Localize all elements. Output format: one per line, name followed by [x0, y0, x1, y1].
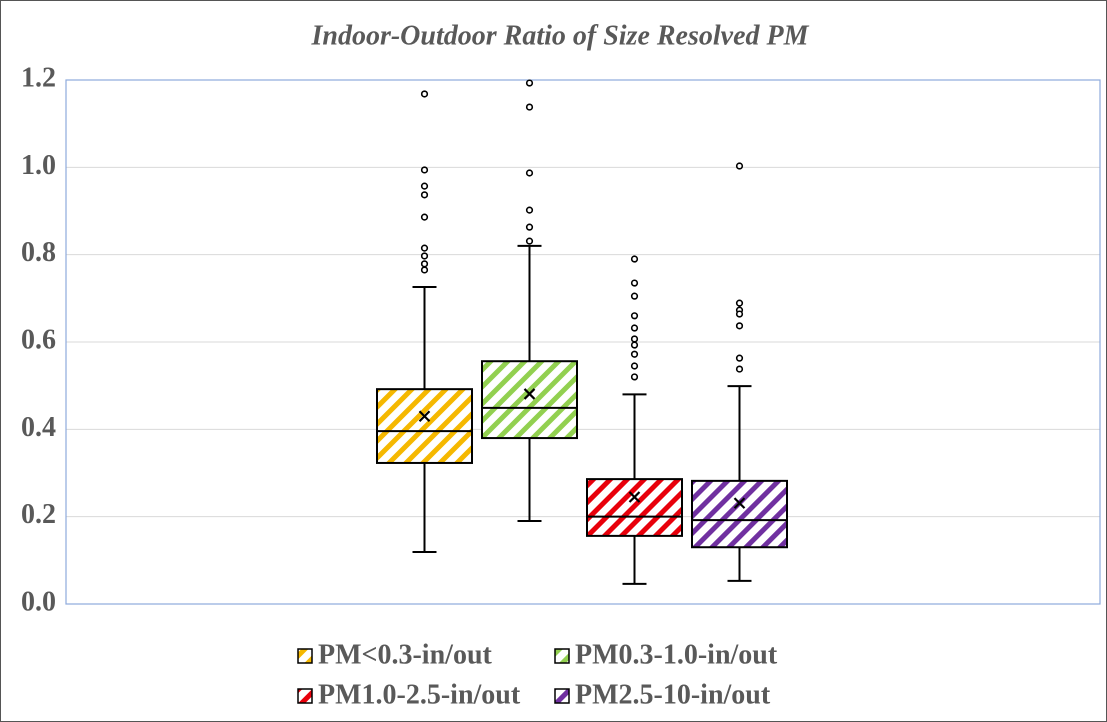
outlier	[525, 206, 534, 214]
outlier	[420, 266, 429, 274]
legend-text: PM2.5-10-in/out	[575, 679, 771, 710]
outlier	[525, 103, 534, 111]
legend-marker	[297, 648, 313, 664]
outlier	[630, 373, 639, 381]
mean-marker	[733, 497, 746, 509]
y-tick-label: 0.0	[21, 586, 56, 617]
outlier	[735, 310, 744, 318]
y-tick-label: 0.4	[21, 412, 56, 443]
box	[376, 388, 473, 464]
y-tick-label: 0.2	[21, 499, 56, 530]
outlier	[630, 324, 639, 332]
y-tick-label: 0.6	[21, 324, 56, 355]
legend-marker	[554, 688, 570, 704]
outlier	[630, 255, 639, 263]
outlier	[630, 362, 639, 370]
outlier	[735, 354, 744, 362]
plot-area-border	[65, 79, 1101, 605]
outlier	[630, 312, 639, 320]
outlier	[630, 292, 639, 300]
outlier	[630, 279, 639, 287]
box	[586, 478, 683, 537]
legend-marker	[554, 648, 570, 664]
outlier	[630, 350, 639, 358]
outlier	[735, 322, 744, 330]
box	[481, 360, 578, 440]
outlier	[420, 244, 429, 252]
outlier	[420, 191, 429, 199]
mean-marker	[628, 491, 641, 503]
outlier	[735, 365, 744, 373]
y-tick-label: 1.0	[21, 150, 56, 181]
mean-marker	[523, 388, 536, 400]
outlier	[735, 162, 744, 170]
chart-title: Indoor-Outdoor Ratio of Size Resolved PM	[310, 20, 809, 51]
legend-text: PM<0.3-in/out	[318, 639, 493, 670]
outlier	[525, 223, 534, 231]
box	[691, 479, 788, 549]
outlier	[420, 260, 429, 268]
legend-text: PM1.0-2.5-in/out	[318, 679, 521, 710]
outlier	[420, 182, 429, 190]
outlier	[525, 237, 534, 245]
outlier	[420, 90, 429, 98]
y-tick-label: 0.8	[21, 237, 56, 268]
outlier	[420, 213, 429, 221]
mean-marker	[418, 410, 431, 423]
y-tick-label: 1.2	[21, 62, 56, 93]
legend-text: PM0.3-1.0-in/out	[575, 639, 778, 670]
outlier	[420, 166, 429, 174]
outlier	[735, 299, 744, 307]
legend-marker	[297, 688, 313, 704]
outlier	[630, 341, 639, 349]
outlier	[420, 252, 429, 260]
outlier	[630, 335, 639, 343]
outlier	[525, 79, 534, 87]
outlier	[525, 169, 534, 177]
